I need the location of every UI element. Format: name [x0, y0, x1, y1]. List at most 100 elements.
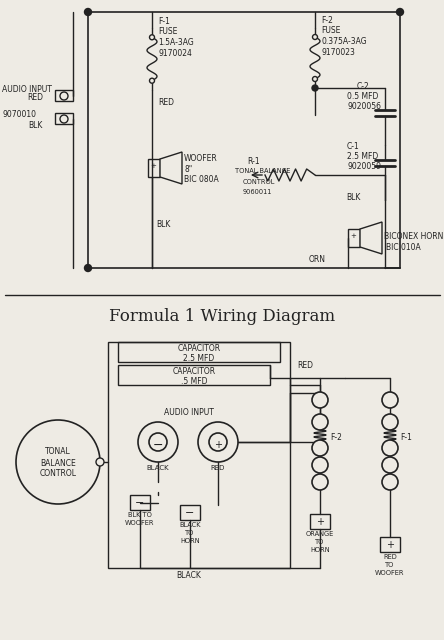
Text: BLACK: BLACK: [147, 465, 169, 471]
Text: 9020059: 9020059: [347, 162, 381, 171]
Text: CONTROL: CONTROL: [40, 470, 76, 479]
Text: 9070010: 9070010: [2, 110, 36, 119]
Circle shape: [312, 85, 318, 91]
Text: 9060011: 9060011: [243, 189, 272, 195]
Circle shape: [312, 474, 328, 490]
Text: BLK: BLK: [156, 220, 170, 229]
Text: TONAL: TONAL: [45, 447, 71, 456]
Circle shape: [396, 8, 404, 15]
Text: +: +: [386, 540, 394, 550]
Text: 0.375A-3AG: 0.375A-3AG: [321, 37, 367, 46]
Text: +: +: [214, 440, 222, 450]
Text: BLACK: BLACK: [179, 522, 201, 528]
Text: WOOFER: WOOFER: [125, 520, 155, 526]
Text: BICONEX HORN: BICONEX HORN: [384, 232, 444, 241]
Text: 1.5A-3AG: 1.5A-3AG: [158, 38, 194, 47]
Circle shape: [60, 92, 68, 100]
Text: 9020056: 9020056: [347, 102, 381, 111]
Circle shape: [84, 264, 91, 271]
Text: BLK TO: BLK TO: [128, 512, 152, 518]
Text: 9170024: 9170024: [158, 49, 192, 58]
Text: +: +: [150, 163, 156, 169]
Text: HORN: HORN: [310, 547, 330, 553]
Text: F-2: F-2: [330, 433, 342, 442]
Text: CAPACITOR: CAPACITOR: [178, 344, 221, 353]
Text: TO: TO: [315, 539, 325, 545]
Bar: [55, 113, 73, 124]
Text: RED: RED: [383, 554, 397, 560]
Text: 2.5 MFD: 2.5 MFD: [183, 354, 214, 363]
Text: CAPACITOR: CAPACITOR: [172, 367, 216, 376]
Circle shape: [149, 433, 167, 451]
Bar: [348, 229, 360, 247]
Circle shape: [313, 35, 317, 40]
Text: WOOFER: WOOFER: [184, 154, 218, 163]
Bar: [310, 514, 330, 529]
Text: CONTROL: CONTROL: [243, 179, 275, 185]
Bar: [380, 537, 400, 552]
Circle shape: [209, 433, 227, 451]
Circle shape: [150, 35, 155, 40]
Text: RED: RED: [211, 465, 225, 471]
Circle shape: [84, 8, 91, 15]
Text: WOOFER: WOOFER: [375, 570, 405, 576]
Bar: [148, 159, 160, 177]
Text: +: +: [316, 517, 324, 527]
Text: FUSE: FUSE: [321, 26, 341, 35]
Circle shape: [312, 457, 328, 473]
Circle shape: [150, 78, 155, 83]
Text: −: −: [153, 438, 163, 451]
Text: RED: RED: [158, 98, 174, 107]
Text: F-1: F-1: [158, 17, 170, 26]
Text: .5 MFD: .5 MFD: [181, 377, 207, 386]
Bar: [180, 505, 200, 520]
Circle shape: [312, 414, 328, 430]
Bar: [130, 495, 150, 510]
Bar: [118, 365, 270, 385]
Text: C-1: C-1: [347, 142, 360, 151]
Text: TONAL BALANCE: TONAL BALANCE: [235, 168, 290, 174]
Circle shape: [198, 422, 238, 462]
Circle shape: [138, 422, 178, 462]
Text: ORN: ORN: [309, 255, 326, 264]
Circle shape: [60, 115, 68, 123]
Text: BIC 010A: BIC 010A: [386, 243, 421, 252]
Circle shape: [16, 420, 100, 504]
Text: +: +: [350, 233, 356, 239]
Polygon shape: [360, 222, 382, 254]
Text: 9170023: 9170023: [321, 48, 355, 57]
Text: 8": 8": [184, 165, 192, 174]
Circle shape: [382, 457, 398, 473]
Circle shape: [312, 392, 328, 408]
Bar: [55, 90, 73, 101]
Text: ORANGE: ORANGE: [306, 531, 334, 537]
Circle shape: [382, 440, 398, 456]
Circle shape: [382, 392, 398, 408]
Text: −: −: [185, 508, 194, 518]
Text: F-1: F-1: [400, 433, 412, 442]
Circle shape: [96, 458, 104, 466]
Circle shape: [313, 77, 317, 81]
Text: BLK: BLK: [346, 193, 361, 202]
Text: RED: RED: [27, 93, 43, 102]
Circle shape: [382, 414, 398, 430]
Text: 0.5 MFD: 0.5 MFD: [347, 92, 378, 101]
Text: TO: TO: [385, 562, 395, 568]
Circle shape: [382, 474, 398, 490]
Text: −: −: [135, 498, 145, 508]
Text: BLACK: BLACK: [177, 571, 202, 580]
Circle shape: [312, 440, 328, 456]
Text: F-2: F-2: [321, 16, 333, 25]
Text: C-2: C-2: [357, 82, 370, 91]
Bar: [118, 342, 280, 362]
Text: RED: RED: [297, 361, 313, 370]
Text: Formula 1 Wiring Diagram: Formula 1 Wiring Diagram: [109, 308, 335, 325]
Polygon shape: [160, 152, 182, 184]
Text: AUDIO INPUT: AUDIO INPUT: [2, 85, 52, 94]
Text: BLK: BLK: [28, 122, 43, 131]
Bar: [108, 342, 290, 568]
Text: R-1: R-1: [247, 157, 260, 166]
Text: 2.5 MFD: 2.5 MFD: [347, 152, 378, 161]
Text: AUDIO INPUT: AUDIO INPUT: [164, 408, 214, 417]
Text: TO: TO: [185, 530, 194, 536]
